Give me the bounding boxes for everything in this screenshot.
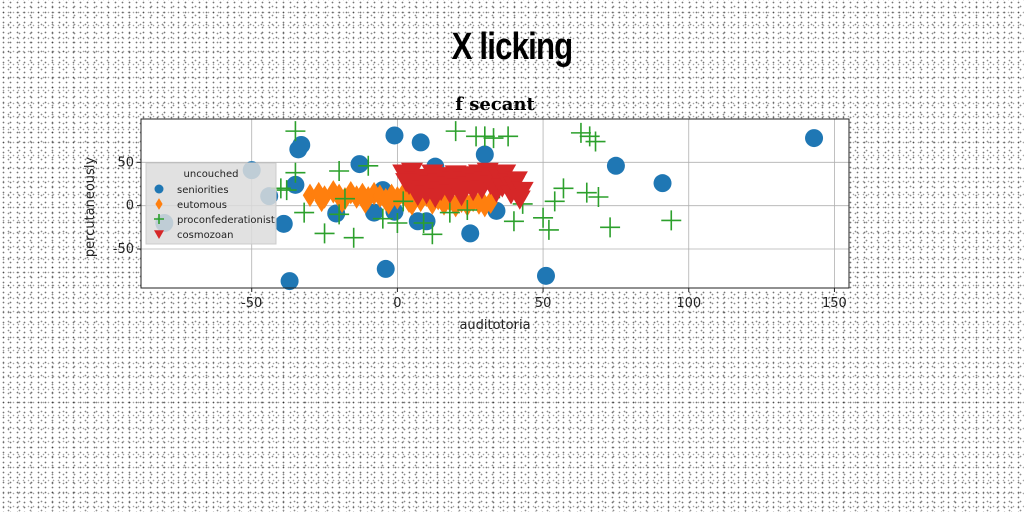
x-tick-label: -50	[241, 296, 262, 311]
legend-marker-cosmozoan	[154, 230, 164, 239]
proconfederationist-point	[570, 122, 591, 143]
x-tick-label: 0	[393, 296, 401, 311]
proconfederationist-point	[585, 131, 606, 152]
proconfederationist-point	[372, 208, 393, 229]
cosmozoan-point	[395, 173, 418, 193]
proconfederationist-point	[661, 210, 682, 231]
cosmozoan-point	[505, 171, 528, 191]
proconfederationist-point	[329, 204, 350, 225]
eutomous-point	[314, 188, 329, 213]
proconfederationist-point	[445, 121, 466, 142]
proconfederationist-point	[474, 126, 495, 147]
seniorities-point	[280, 272, 299, 291]
proconfederationist-point	[413, 213, 434, 233]
legend-title: uncouched	[184, 169, 239, 180]
proconfederationist-point	[553, 178, 574, 199]
legend-label-proconfederationist: proconfederationist	[177, 215, 275, 226]
seniorities-point	[365, 203, 384, 222]
proconfederationist-point	[544, 191, 565, 212]
eutomous-point	[358, 190, 373, 214]
seniorities-point	[350, 155, 369, 174]
legend-marker-seniorities	[154, 184, 164, 194]
proconfederationist-point	[343, 227, 364, 248]
eutomous-point	[381, 191, 396, 215]
x-tick-label: 50	[535, 296, 552, 311]
proconfederationist-point	[588, 187, 609, 207]
x-axis-label: auditotoria	[459, 318, 530, 333]
seniorities-point	[411, 133, 430, 152]
y-tick-label: 0	[126, 199, 134, 214]
proconfederationist-point	[533, 207, 554, 228]
seniorities-point	[606, 156, 625, 175]
legend-marker-proconfederationist	[154, 214, 164, 224]
proconfederationist-point	[498, 126, 519, 147]
cosmozoan-point	[406, 187, 429, 207]
proconfederationist-point	[457, 200, 478, 220]
proconfederationist-point	[483, 128, 504, 149]
proconfederationist-point	[294, 202, 315, 223]
axis-ticks: -50 0 50 100 150 -50 0 50	[113, 155, 847, 311]
seniorities-point	[461, 224, 480, 243]
legend: uncouched seniorities eutomous proconfeder…	[145, 162, 277, 245]
series-seniorities	[155, 126, 824, 291]
proconfederationist-point	[576, 182, 597, 203]
chart-title: f secant	[455, 94, 535, 115]
proconfederationist-point	[600, 217, 621, 238]
y-tick-label: 50	[117, 155, 134, 170]
data-marks	[155, 121, 824, 291]
y-axis-label: percutaneously	[83, 157, 98, 258]
series-cosmozoan	[392, 162, 534, 210]
proconfederationist-point	[314, 223, 335, 244]
proconfederationist-point	[393, 191, 414, 212]
seniorities-point	[385, 126, 404, 145]
proconfederationist-point	[358, 155, 379, 176]
legend-label-seniorities: seniorities	[177, 185, 229, 196]
proconfederationist-point	[439, 202, 460, 223]
legend-box	[145, 162, 277, 245]
proconfederationist-point	[503, 211, 524, 232]
seniorities-point	[292, 136, 311, 154]
plot-frame	[140, 118, 850, 289]
proconfederationist-point	[329, 161, 350, 181]
eutomous-point	[302, 183, 318, 207]
page-title: X licking	[451, 26, 574, 68]
proconfederationist-point	[387, 213, 408, 233]
legend-marker-eutomous	[155, 198, 163, 210]
seniorities-point	[417, 212, 436, 231]
eutomous-point	[384, 183, 399, 207]
x-tick-label: 150	[822, 296, 847, 311]
proconfederationist-point	[538, 219, 559, 240]
proconfederationist-point	[334, 188, 355, 209]
proconfederationist-point	[579, 126, 600, 147]
cosmozoan-point	[511, 181, 534, 202]
seniorities-point	[475, 145, 494, 164]
seniorities-point	[805, 129, 824, 148]
y-tick-label: -50	[113, 242, 134, 257]
legend-label-cosmozoan: cosmozoan	[177, 230, 234, 241]
proconfederationist-point	[285, 162, 306, 183]
proconfederationist-point	[276, 180, 297, 201]
series-proconfederationist	[270, 121, 682, 248]
proconfederationist-point	[285, 121, 306, 142]
x-tick-label: 100	[676, 296, 701, 311]
legend-label-eutomous: eutomous	[177, 200, 227, 211]
seniorities-point	[376, 259, 395, 278]
eutomous-point	[372, 184, 388, 208]
proconfederationist-point	[422, 224, 443, 245]
seniorities-point	[653, 174, 672, 193]
seniorities-point	[536, 266, 555, 285]
seniorities-point	[274, 214, 293, 233]
